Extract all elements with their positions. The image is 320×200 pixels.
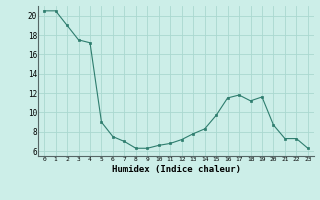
X-axis label: Humidex (Indice chaleur): Humidex (Indice chaleur) bbox=[111, 165, 241, 174]
